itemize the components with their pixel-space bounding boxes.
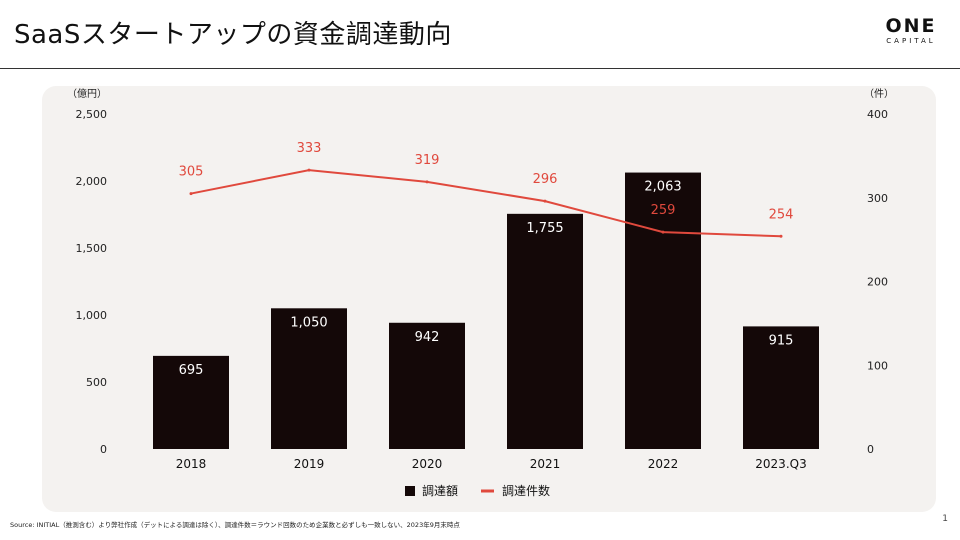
left-tick-label: 500 <box>86 376 107 389</box>
right-tick-label: 100 <box>867 359 888 372</box>
left-tick-label: 1,500 <box>76 242 108 255</box>
legend-label-amount: 調達額 <box>422 484 458 498</box>
line-point-2021 <box>543 199 547 203</box>
one-capital-logo: ONE CAPITAL <box>876 16 946 46</box>
bar-2023.Q3 <box>743 326 819 449</box>
x-tick-label: 2019 <box>294 457 325 471</box>
bar-2019 <box>271 308 347 449</box>
title-divider <box>0 68 960 69</box>
bar-value-label: 942 <box>415 330 440 345</box>
legend-swatch-amount <box>405 486 415 496</box>
bar-value-label: 695 <box>179 363 204 378</box>
line-value-label: 259 <box>651 203 676 218</box>
bar-2018 <box>153 355 229 449</box>
logo-subtext: CAPITAL <box>886 37 936 45</box>
slide-title: SaaSスタートアップの資金調達動向 <box>14 20 452 50</box>
line-point-2020 <box>425 180 429 184</box>
left-axis-unit: （億円） <box>67 87 107 100</box>
left-tick-label: 1,000 <box>76 309 108 322</box>
bar-2020 <box>389 322 465 449</box>
right-tick-label: 400 <box>867 108 888 121</box>
page-number: 1 <box>942 514 948 524</box>
line-point-2023.Q3 <box>779 234 783 238</box>
bar-2021 <box>507 213 583 449</box>
bar-value-label: 2,063 <box>644 180 681 195</box>
line-value-label: 305 <box>179 165 204 180</box>
x-tick-label: 2020 <box>412 457 443 471</box>
legend-label-count: 調達件数 <box>502 483 550 498</box>
bar-value-label: 915 <box>769 333 794 348</box>
right-tick-label: 300 <box>867 192 888 205</box>
x-tick-label: 2023.Q3 <box>755 457 806 471</box>
line-series-count <box>190 169 782 238</box>
x-tick-label: 2021 <box>530 457 561 471</box>
bar-value-label: 1,755 <box>526 221 563 236</box>
line-value-label: 333 <box>297 141 322 156</box>
line-value-label: 319 <box>415 153 440 168</box>
bar-2022 <box>625 172 701 450</box>
line-value-label: 296 <box>533 172 558 187</box>
bar-value-label: 1,050 <box>290 315 327 330</box>
right-tick-label: 200 <box>867 276 888 289</box>
right-axis-unit: （件） <box>864 88 894 100</box>
left-tick-label: 2,500 <box>76 108 108 121</box>
line-point-2018 <box>189 192 193 196</box>
left-tick-label: 2,000 <box>76 175 108 188</box>
logo-wordmark: ONE <box>885 15 937 37</box>
line-point-2019 <box>307 168 311 172</box>
line-value-label: 254 <box>769 207 794 222</box>
line-point-2022 <box>661 230 665 234</box>
source-note: Source: INITIAL（推測含む）より弊社作成（デットによる調達は除く）… <box>10 521 460 529</box>
x-tick-label: 2018 <box>176 457 207 471</box>
left-tick-label: 0 <box>100 443 107 456</box>
x-tick-label: 2022 <box>648 457 679 471</box>
right-tick-label: 0 <box>867 443 874 456</box>
